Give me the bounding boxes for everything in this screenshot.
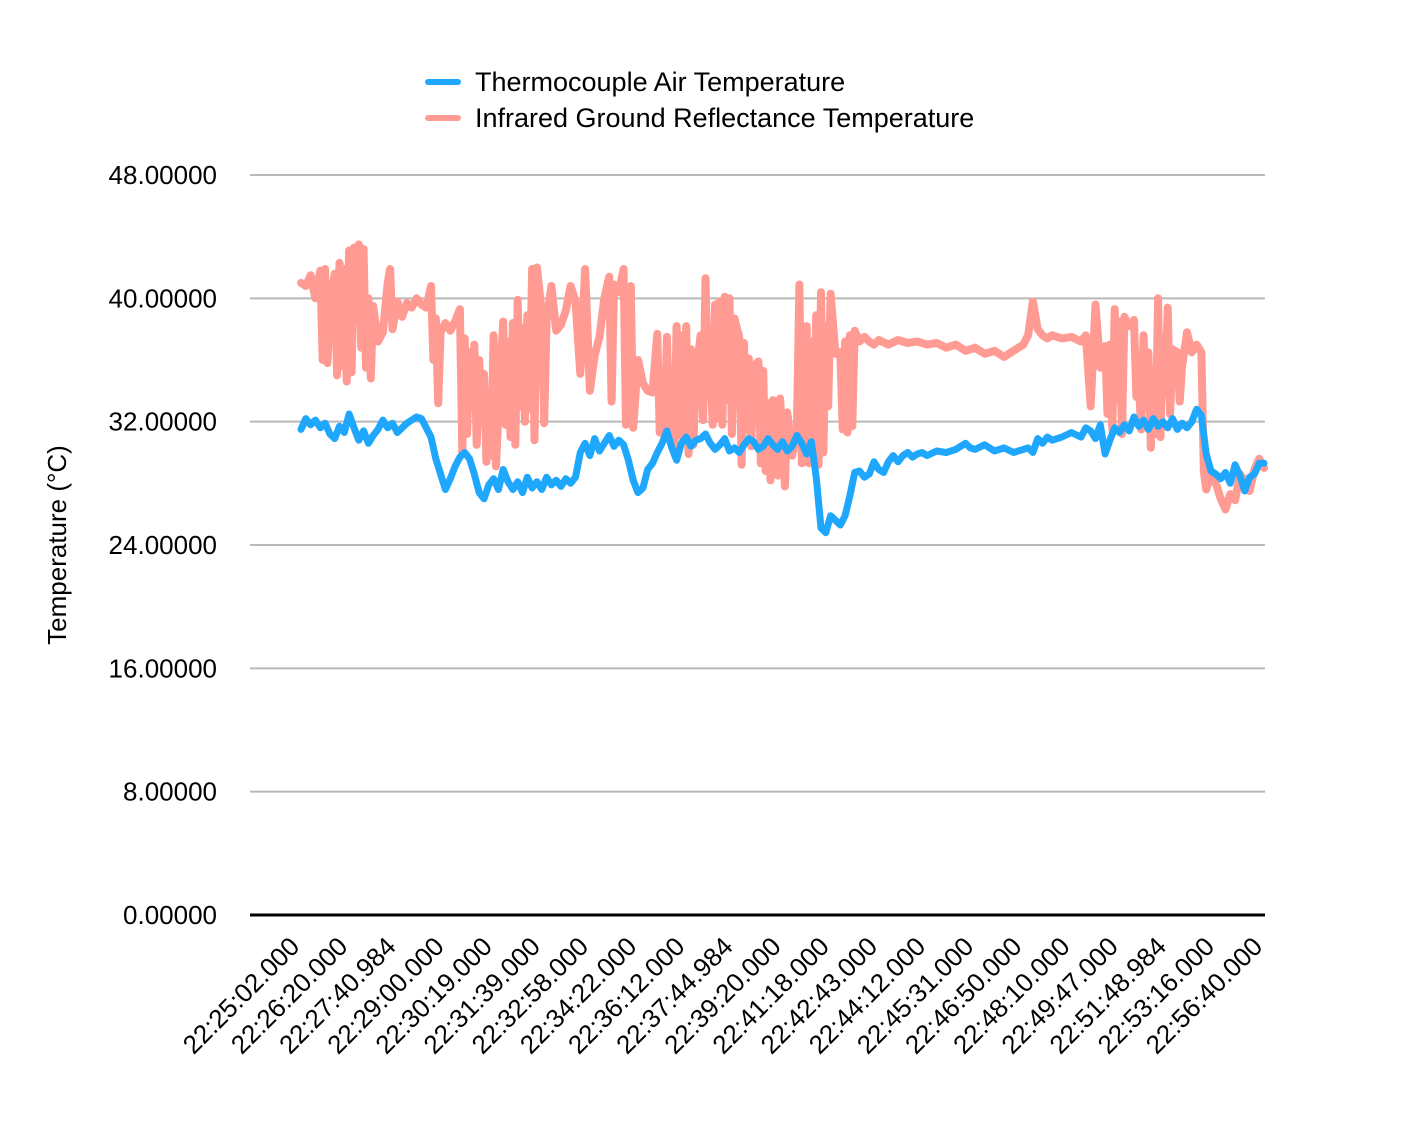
gridlines: [250, 174, 1265, 917]
y-tick-label: 24.00000: [109, 530, 217, 560]
y-axis-ticks: 0.00000 8.00000 16.00000 24.00000 32.00000 40…: [109, 160, 217, 930]
legend: Thermocouple Air Temperature Infrared Gro…: [425, 67, 974, 133]
y-tick-label: 8.00000: [123, 777, 217, 807]
series-line-ground-temperature: [297, 240, 1268, 514]
y-axis-title: Temperature (°C): [42, 445, 72, 645]
x-axis-ticks: 22:25:02.00022:26:20.00022:27:40.98422:2…: [177, 931, 1269, 1060]
series-lines: [297, 240, 1268, 537]
legend-label: Infrared Ground Reflectance Temperature: [475, 103, 974, 133]
series-line-air-temperature: [297, 405, 1268, 537]
legend-label: Thermocouple Air Temperature: [475, 67, 845, 97]
y-tick-label: 0.00000: [123, 900, 217, 930]
y-tick-label: 48.00000: [109, 160, 217, 190]
y-tick-label: 16.00000: [109, 653, 217, 683]
y-tick-label: 40.00000: [109, 283, 217, 313]
y-tick-label: 32.00000: [109, 407, 217, 437]
